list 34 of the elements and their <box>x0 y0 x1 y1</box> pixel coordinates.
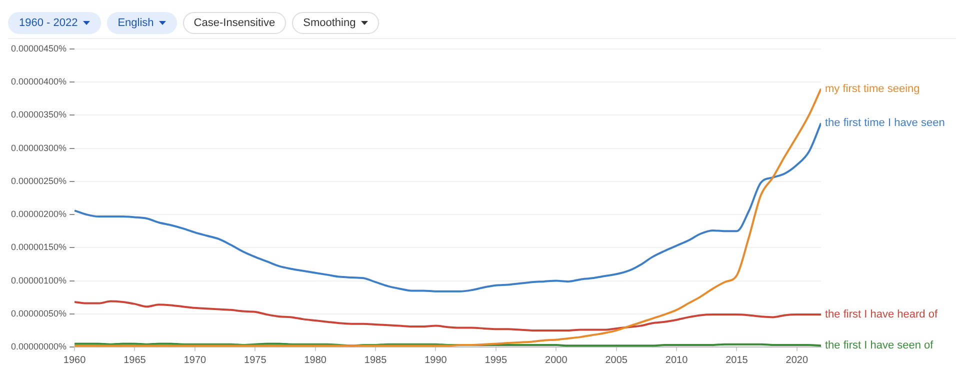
y-tick-label: 0.00000050% <box>10 308 67 318</box>
y-tick-label: 0.00000300% <box>10 142 67 153</box>
text: English <box>118 17 154 29</box>
x-tick-label: 1960 <box>63 354 86 366</box>
x-tick-label: 1965 <box>124 354 146 366</box>
x-tick-label: 1970 <box>184 354 207 366</box>
y-tick-label: 0.00000250% <box>10 176 67 186</box>
series-label: the first I have heard of <box>825 308 938 321</box>
y-tick-label: 0.00000150% <box>10 242 67 252</box>
x-tick-label: 1985 <box>364 354 388 366</box>
y-tick-label: 0.00000100% <box>10 275 67 286</box>
x-tick-label: 1980 <box>304 354 327 366</box>
text: 1960 - 2022 <box>19 17 78 29</box>
x-tick-label: 2010 <box>665 354 688 366</box>
series-label: my first time seeing <box>825 82 920 95</box>
y-tick-label: 0.00000450% <box>10 43 67 54</box>
x-tick-label: 2005 <box>605 354 628 366</box>
text: Case-Insensitive <box>194 17 276 29</box>
y-tick-label: 0.00000000% <box>10 341 67 352</box>
series-label: the first time I have seen <box>825 117 945 130</box>
x-tick-label: 2000 <box>545 354 568 366</box>
y-tick-label: 0.00000350% <box>10 110 67 120</box>
text: Smoothing <box>303 17 356 29</box>
x-tick-label: 1995 <box>484 354 508 366</box>
y-tick-label: 0.00000200% <box>10 209 67 220</box>
x-tick-label: 1975 <box>244 354 267 366</box>
line-series <box>74 88 821 347</box>
line-series <box>74 300 821 332</box>
series-label: the first I have seen of <box>825 340 934 352</box>
y-tick-label: 0.00000400% <box>10 76 67 87</box>
x-tick-label: 2015 <box>726 354 748 366</box>
x-tick-label: 1990 <box>424 354 448 366</box>
line-series <box>74 122 821 292</box>
x-tick-label: 2020 <box>786 354 808 366</box>
